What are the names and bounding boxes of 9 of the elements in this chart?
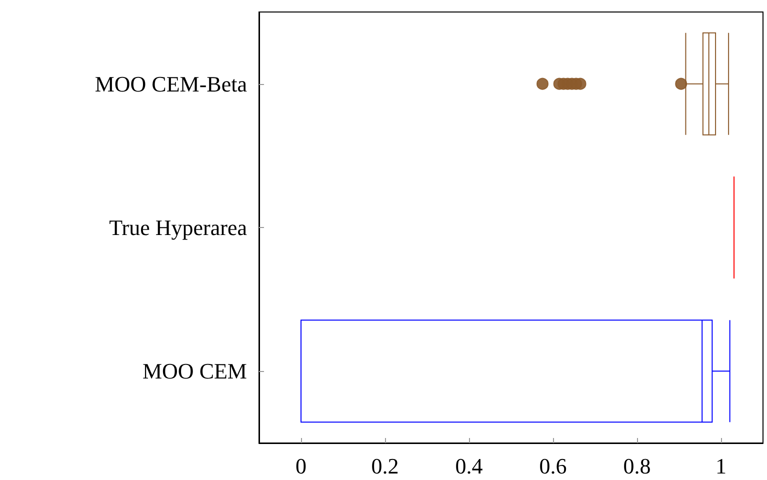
x-tick-label: 0.6 <box>539 454 567 478</box>
x-tick-label: 0.2 <box>371 454 399 478</box>
x-tick-label: 1 <box>716 454 726 478</box>
x-tick-label: 0.8 <box>623 454 651 478</box>
y-tick-label: MOO CEM-Beta <box>94 71 248 96</box>
x-tick-label: 0 <box>296 454 306 478</box>
y-tick-label: MOO CEM <box>142 358 247 384</box>
x-tick-label: 0.4 <box>455 454 483 478</box>
y-tick-label: True Hyperarea <box>109 215 248 240</box>
